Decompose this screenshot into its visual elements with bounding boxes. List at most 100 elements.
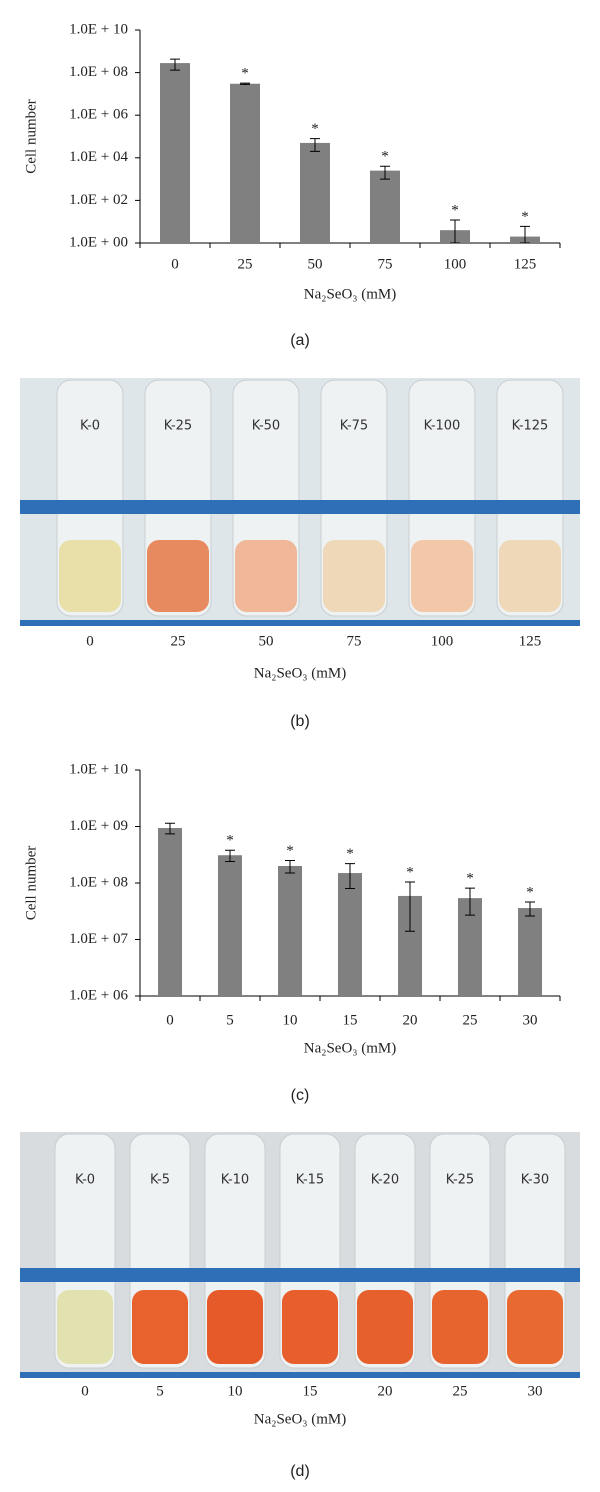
liquid [411,540,473,612]
significance-mark: * [521,209,529,225]
liquid [57,1290,113,1364]
significance-mark: * [451,202,459,218]
x-tick-label: 0 [171,256,179,272]
tube-label: K-25 [164,419,192,434]
liquid [323,540,385,612]
error-bar [170,58,180,71]
y-tick-label: 1.0E + 06 [69,987,128,1003]
rack [20,1268,580,1282]
bar [158,828,182,996]
x-tick-label: 100 [431,633,454,649]
error-bar [520,225,530,244]
caption: (a) [290,332,310,349]
error-bar [405,881,415,932]
significance-mark: * [406,864,414,880]
tube-label: K-100 [424,419,461,434]
tube-label: K-25 [446,1173,474,1188]
significance-mark: * [346,846,354,862]
liquid [282,1290,338,1364]
tube-label: K-0 [75,1173,95,1188]
bar [370,170,400,243]
bar [518,908,542,996]
error-bar [465,887,475,916]
y-axis-label: Cell number [23,846,39,921]
x-axis-label: Na₂SeO₃ (mM) [304,286,397,302]
liquid [357,1290,413,1364]
error-bar [240,82,250,85]
error-bar [310,138,320,152]
y-tick-label: 1.0E + 06 [69,107,128,123]
y-tick-label: 1.0E + 00 [69,234,128,250]
x-tick-label: 30 [528,1383,543,1399]
y-tick-label: 1.0E + 02 [69,192,128,208]
significance-mark: * [466,871,474,887]
x-tick-label: 10 [283,1012,298,1028]
x-tick-label: 5 [226,1012,234,1028]
caption: (c) [291,1087,310,1104]
rack-base [20,620,580,626]
bar [338,873,362,996]
error-bar [225,849,235,863]
x-tick-label: 100 [444,256,467,272]
liquid [507,1290,563,1364]
y-tick-label: 1.0E + 08 [69,64,128,80]
y-tick-label: 1.0E + 07 [69,931,128,947]
x-axis-label: Na₂SeO₃ (mM) [304,1040,397,1056]
tube-label: K-50 [252,419,280,434]
liquid [235,540,297,612]
liquid [59,540,121,612]
tube-label: K-125 [512,419,549,434]
liquid [499,540,561,612]
significance-mark: * [311,121,319,137]
liquid [207,1290,263,1364]
error-bar [450,219,460,244]
error-bar [380,165,390,180]
caption: (b) [290,713,310,730]
x-tick-label: 75 [378,256,393,272]
bar [230,83,260,243]
error-bar [285,860,295,874]
significance-mark: * [226,833,234,849]
tube-label: K-5 [150,1173,170,1188]
x-tick-label: 50 [308,256,323,272]
error-bar [345,863,355,889]
tube-label: K-75 [340,419,368,434]
rack [20,500,580,514]
x-tick-label: 50 [259,633,274,649]
tube-label: K-10 [221,1173,249,1188]
bar [160,63,190,244]
y-tick-label: 1.0E + 08 [69,874,128,890]
x-axis-label: Na₂SeO₃ (mM) [254,665,347,681]
caption: (d) [290,1463,310,1480]
x-tick-label: 125 [519,633,542,649]
y-tick-label: 1.0E + 04 [69,149,128,165]
x-tick-label: 0 [81,1383,89,1399]
x-tick-label: 30 [523,1012,538,1028]
significance-mark: * [241,66,249,82]
x-tick-label: 10 [228,1383,243,1399]
tube-label: K-15 [296,1173,324,1188]
significance-mark: * [381,149,389,165]
y-tick-label: 1.0E + 09 [69,818,128,834]
x-tick-label: 20 [378,1383,393,1399]
x-tick-label: 75 [347,633,362,649]
x-tick-label: 25 [463,1012,478,1028]
x-tick-label: 15 [343,1012,358,1028]
liquid [432,1290,488,1364]
tube-label: K-20 [371,1173,399,1188]
bar [278,865,302,996]
rack-base [20,1372,580,1378]
x-tick-label: 0 [86,633,94,649]
bar [300,142,330,243]
liquid [147,540,209,612]
significance-mark: * [286,843,294,859]
y-axis-label: Cell number [23,99,39,174]
x-tick-label: 20 [403,1012,418,1028]
x-tick-label: 25 [453,1383,468,1399]
x-tick-label: 0 [166,1012,174,1028]
error-bar [165,822,175,835]
tube-label: K-0 [80,419,100,434]
liquid [132,1290,188,1364]
error-bar [525,901,535,917]
